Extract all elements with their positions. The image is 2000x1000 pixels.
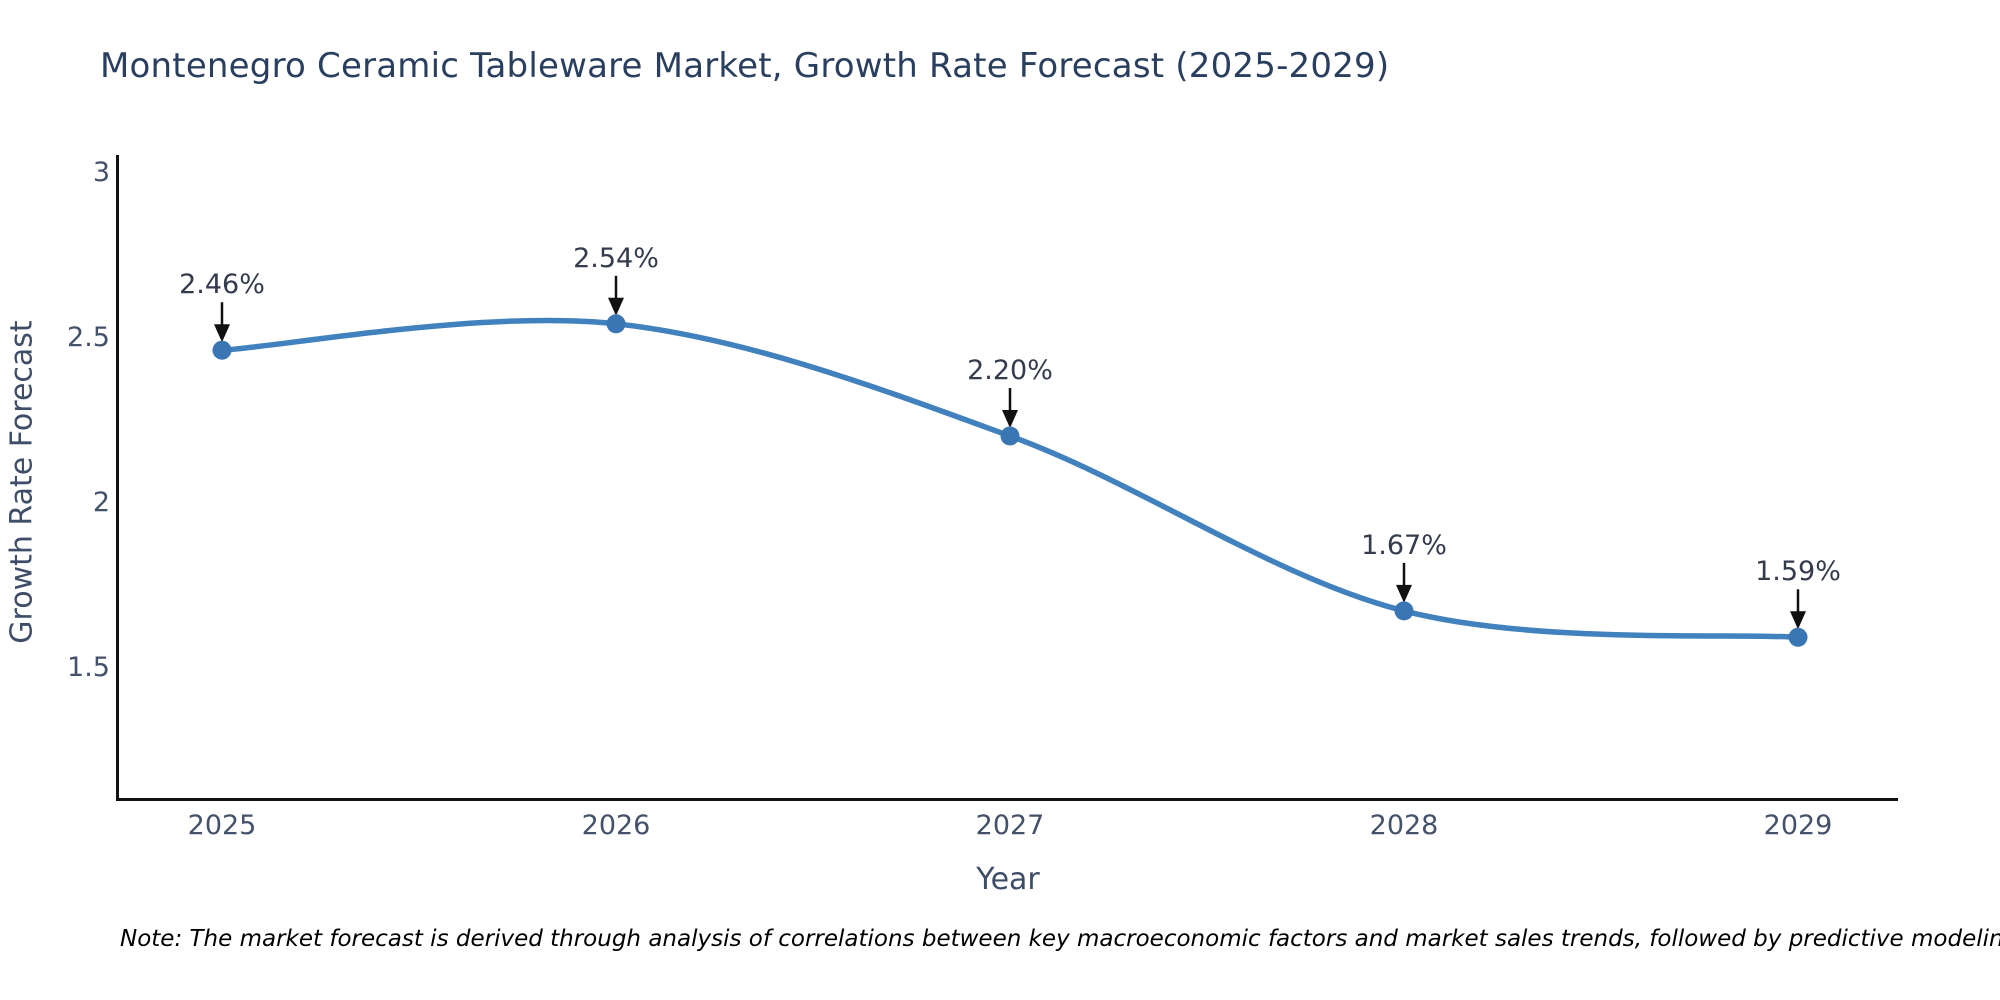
data-point-marker[interactable] <box>1788 627 1808 647</box>
y-axis-line <box>116 155 119 801</box>
y-tick-label: 1.5 <box>67 652 110 683</box>
annotation-arrowhead <box>1790 611 1806 630</box>
x-tick-label: 2029 <box>1763 810 1833 841</box>
annotation-arrowhead <box>1396 584 1412 603</box>
y-tick-label: 3 <box>92 157 110 188</box>
annotation-label: 1.67% <box>1361 529 1447 561</box>
annotation-label: 2.54% <box>573 242 659 274</box>
x-tick-label: 2026 <box>581 810 651 841</box>
annotation-label: 1.59% <box>1755 556 1841 588</box>
x-axis-title: Year <box>976 862 1040 897</box>
y-tick-label: 2.5 <box>67 322 110 353</box>
annotation-arrowhead <box>1002 410 1018 428</box>
data-point-marker[interactable] <box>1394 601 1414 621</box>
data-point-marker[interactable] <box>212 340 232 360</box>
x-tick-label: 2025 <box>187 810 257 841</box>
x-tick-label: 2028 <box>1369 810 1439 841</box>
data-point-marker[interactable] <box>1000 426 1020 446</box>
chart-title: Montenegro Ceramic Tableware Market, Gro… <box>100 46 1390 86</box>
annotation-arrowhead <box>608 297 624 316</box>
annotation-label: 2.46% <box>179 269 265 301</box>
x-axis-line <box>116 798 1898 801</box>
annotation-label: 2.20% <box>967 355 1053 386</box>
y-axis-title: Growth Rate Forecast <box>4 320 40 644</box>
y-tick-label: 2 <box>92 487 110 518</box>
x-tick-label: 2027 <box>975 810 1045 841</box>
data-point-marker[interactable] <box>606 314 626 334</box>
footnote: Note: The market forecast is derived thr… <box>120 926 2000 952</box>
annotation-arrowhead <box>214 324 230 343</box>
